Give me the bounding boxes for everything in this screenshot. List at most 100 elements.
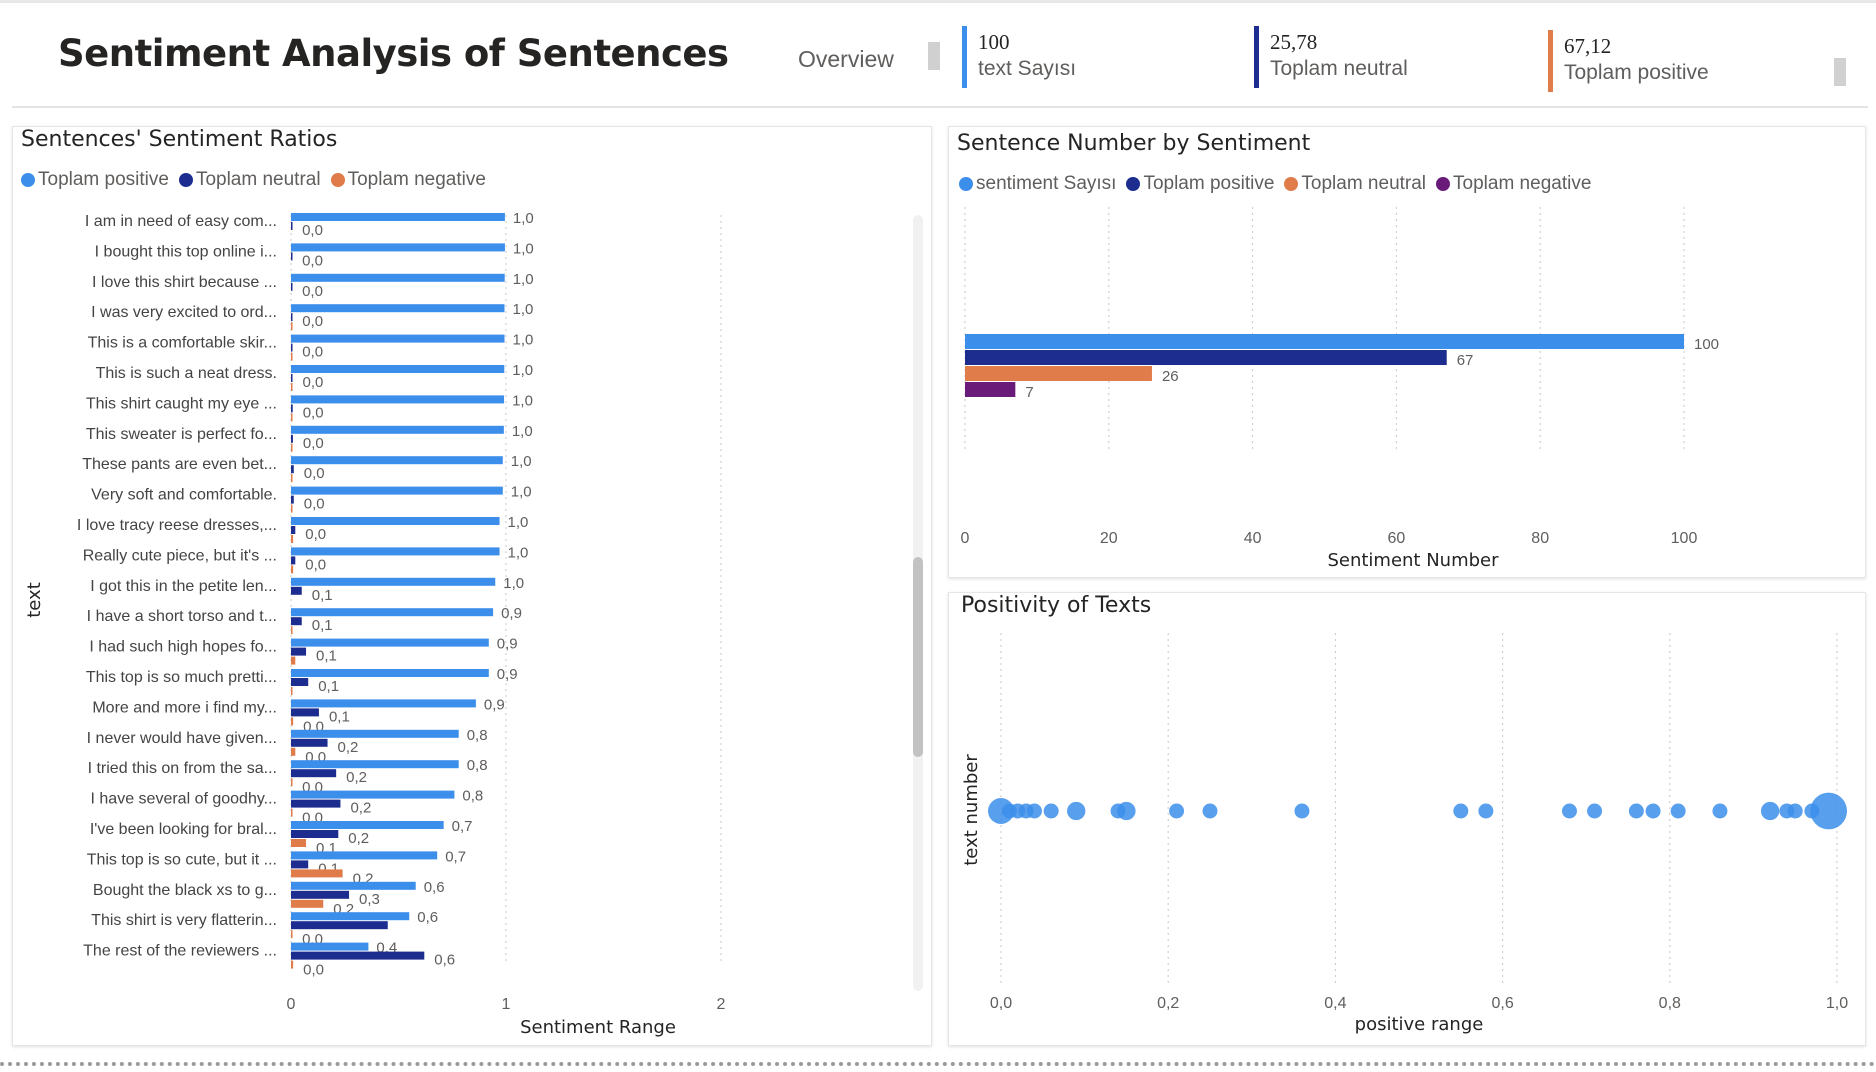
legend-item-negative[interactable]: Toplam negative — [1436, 173, 1591, 195]
legend-item-negative[interactable]: Toplam negative — [330, 169, 486, 191]
data-label: 0,0 — [302, 252, 323, 269]
bar-positive — [291, 334, 505, 343]
category-label: This top is so much pretti... — [86, 669, 277, 686]
data-label: 100 — [1694, 336, 1719, 353]
data-label: 1,0 — [511, 484, 532, 501]
legend-item-sentiment-count[interactable]: sentiment Sayısı — [959, 173, 1116, 195]
category-label: I got this in the petite len... — [90, 578, 277, 595]
data-label: 0,1 — [312, 617, 333, 634]
bar-neutral — [965, 366, 1152, 381]
bar-neutral — [291, 647, 307, 656]
category-label: This shirt caught my eye ... — [86, 395, 277, 412]
category-label: I love this shirt because ... — [92, 274, 277, 291]
legend: Toplam positive Toplam neutral Toplam ne… — [21, 169, 486, 191]
data-label: 0,0 — [303, 374, 324, 391]
x-tick-label: 2 — [717, 996, 726, 1013]
category-label: I never would have given... — [87, 730, 277, 747]
data-label: 67 — [1457, 352, 1474, 369]
category-label: I tried this on from the sa... — [88, 760, 277, 777]
bar-negative — [291, 930, 293, 939]
bar-negative — [291, 656, 296, 665]
category-label: I love tracy reese dresses,... — [77, 517, 277, 534]
x-tick-label: 60 — [1388, 530, 1406, 547]
bar-positive — [291, 790, 455, 799]
bottom-divider — [0, 1062, 1876, 1066]
bar-negative — [291, 687, 293, 695]
data-label: 0,0 — [302, 222, 323, 239]
scatter-point — [1067, 801, 1086, 821]
scatter-point — [1453, 803, 1469, 819]
bar-neutral — [291, 769, 337, 778]
kpi-accent-bar — [1548, 30, 1553, 92]
legend-item-neutral[interactable]: Toplam neutral — [178, 169, 321, 191]
scrollbar-thumb[interactable] — [913, 557, 923, 757]
data-label: 0,0 — [304, 465, 325, 482]
data-label: 1,0 — [512, 301, 533, 318]
bar-neutral — [291, 252, 293, 261]
data-label: 0,9 — [501, 605, 522, 622]
data-label: 0,2 — [346, 769, 367, 786]
legend-item-positive[interactable]: Toplam positive — [1126, 173, 1274, 195]
x-tick-label: 0,2 — [1157, 995, 1179, 1012]
scatter-point — [1587, 803, 1603, 819]
bar-positive — [291, 273, 505, 282]
bar-neutral — [291, 434, 293, 443]
bar-neutral — [291, 343, 293, 352]
top-rule — [0, 0, 1876, 3]
bar-neutral — [291, 465, 294, 474]
bar-negative — [291, 717, 294, 726]
scatter-point — [1169, 803, 1185, 819]
bar-negative — [291, 839, 307, 847]
y-axis-title: text number — [961, 754, 982, 866]
bar-negative — [291, 626, 293, 635]
x-tick-label: 0,0 — [990, 995, 1012, 1012]
x-tick-label: 0,4 — [1324, 995, 1346, 1012]
bar-neutral — [291, 921, 388, 930]
bar-neutral — [291, 951, 425, 960]
kpi-accent-bar — [1254, 26, 1259, 88]
x-tick-label: 0 — [287, 996, 296, 1013]
data-label: 1,0 — [512, 392, 533, 409]
data-label: 1,0 — [513, 271, 534, 288]
bar-positive — [291, 486, 503, 495]
scatter-point — [1561, 803, 1577, 819]
x-axis-title: Sentiment Range — [520, 1017, 676, 1038]
bar-negative — [291, 504, 293, 513]
bar-negative — [291, 899, 324, 908]
data-label: 1,0 — [512, 332, 533, 349]
bar-positive — [291, 304, 505, 313]
data-label: 0,0 — [305, 556, 326, 573]
data-label: 0,2 — [338, 739, 359, 756]
data-label: 1,0 — [503, 575, 524, 592]
data-label: 0,0 — [303, 404, 324, 421]
legend-dot-icon — [1436, 177, 1451, 191]
ratios-bar-chart: 0 1 2 Sentiment Range text I am in need of ea… — [24, 210, 923, 1038]
bar-negative — [291, 778, 293, 787]
data-label: 1,0 — [508, 514, 529, 531]
nav-overview-link[interactable]: Overview — [798, 46, 894, 72]
kpi-label: text Sayısı — [978, 57, 1077, 80]
data-label: 1,0 — [511, 453, 532, 470]
legend-item-neutral[interactable]: Toplam neutral — [1284, 173, 1426, 195]
data-label: 1,0 — [513, 210, 534, 227]
legend-item-positive[interactable]: Toplam positive — [21, 169, 169, 191]
category-label: I had such high hopes fo... — [89, 639, 277, 656]
category-label: Bought the black xs to g... — [93, 882, 277, 899]
bar-positive — [291, 638, 489, 647]
bar-positive — [291, 425, 504, 434]
nav-page-marker[interactable] — [928, 42, 940, 70]
scatter-point — [1294, 803, 1310, 819]
kpi-value: 67,12 — [1564, 34, 1612, 58]
nav-next-marker[interactable] — [1834, 58, 1846, 86]
data-label: 0,3 — [359, 891, 380, 908]
data-label: 0,1 — [329, 708, 350, 725]
scatter-point — [1202, 803, 1218, 819]
scatter-point — [1645, 803, 1661, 819]
bar-positive — [291, 456, 503, 465]
data-label: 0,9 — [497, 636, 518, 653]
x-tick-label: 40 — [1244, 530, 1262, 547]
bar-negative — [291, 413, 293, 422]
panel-title: Sentence Number by Sentiment — [957, 131, 1311, 156]
x-tick-label: 0 — [961, 530, 970, 547]
bar-neutral — [291, 556, 296, 565]
